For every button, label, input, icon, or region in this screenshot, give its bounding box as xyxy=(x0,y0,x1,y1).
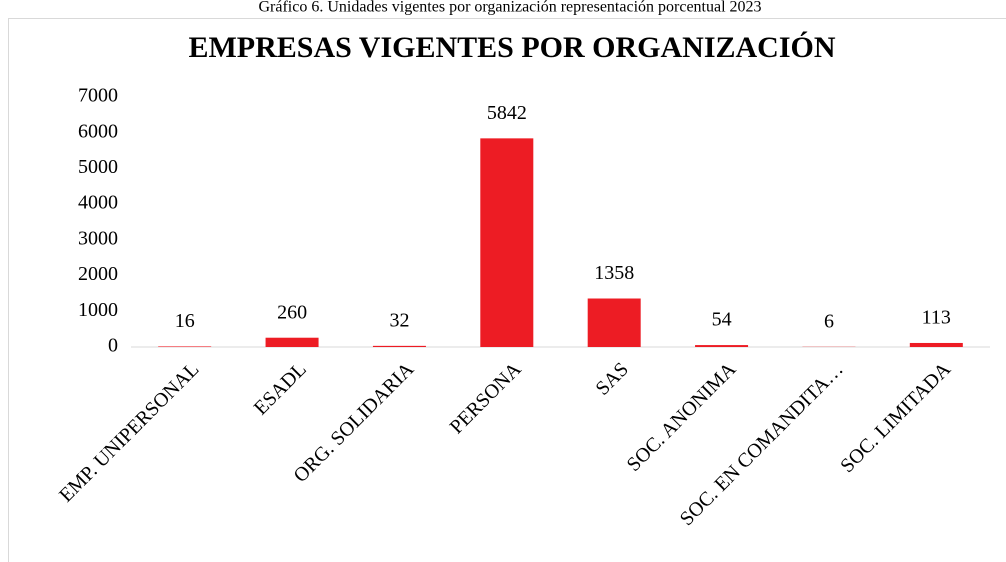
x-tick-label: SOC. ANONIMA xyxy=(623,358,741,476)
data-label: 5842 xyxy=(487,102,527,124)
bar xyxy=(587,298,641,347)
data-label: 260 xyxy=(277,301,307,323)
x-tick-label: ORG. SOLIDARIA xyxy=(290,358,419,487)
chart-frame xyxy=(8,18,1006,562)
chart-title: EMPRESAS VIGENTES POR ORGANIZACIÓN xyxy=(188,31,835,64)
x-tick-label: EMP. UNIPERSONAL xyxy=(55,358,203,506)
y-tick-label: 6000 xyxy=(78,120,118,142)
bar xyxy=(695,345,749,347)
y-tick-label: 2000 xyxy=(78,263,118,285)
y-tick-label: 3000 xyxy=(78,227,118,249)
x-tick-label: SOC. LIMITADA xyxy=(836,358,955,477)
y-tick-label: 0 xyxy=(108,335,118,357)
bar xyxy=(265,337,319,347)
y-tick-label: 7000 xyxy=(78,85,118,107)
x-tick-label: PERSONA xyxy=(446,358,526,438)
bar xyxy=(480,138,534,347)
bar xyxy=(158,346,212,347)
y-tick-label: 1000 xyxy=(78,299,118,321)
bar xyxy=(372,345,426,347)
data-label: 113 xyxy=(922,307,951,329)
data-label: 54 xyxy=(712,309,732,331)
bar xyxy=(909,342,963,347)
x-tick-label: ESADL xyxy=(250,358,311,419)
data-label: 1358 xyxy=(594,262,634,284)
data-label: 16 xyxy=(175,310,195,332)
x-tick-label: SAS xyxy=(591,358,633,400)
y-tick-label: 4000 xyxy=(78,192,118,214)
y-tick-label: 5000 xyxy=(78,156,118,178)
caption: Gráfico 6. Unidades vigentes por organiz… xyxy=(258,0,761,16)
data-label: 32 xyxy=(389,309,409,331)
data-label: 6 xyxy=(824,310,834,332)
